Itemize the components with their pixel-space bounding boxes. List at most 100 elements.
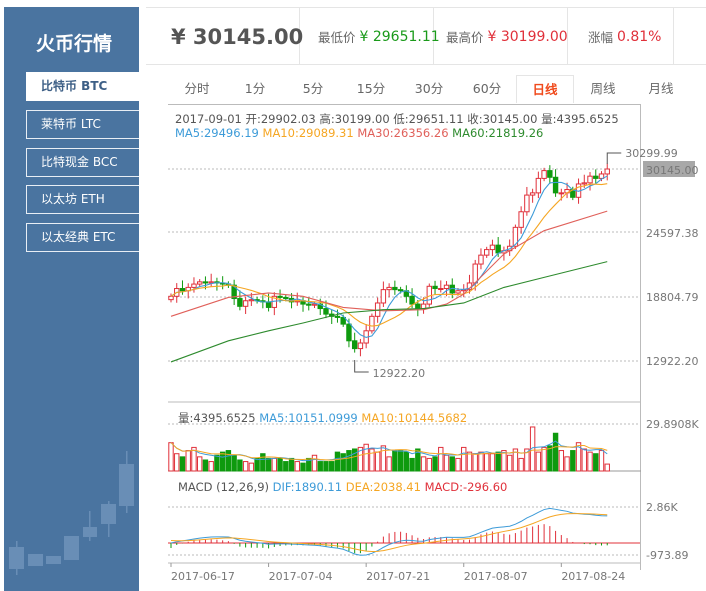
volume-bar (174, 453, 180, 472)
candle-body (518, 211, 524, 228)
volume-bar (552, 432, 559, 472)
volume-bar (455, 457, 461, 472)
candle-body (581, 182, 587, 185)
tab-60min[interactable]: 60分 (472, 81, 502, 96)
low-label: 最低价 (318, 30, 356, 45)
volume-bar (403, 451, 410, 472)
volume-bar (564, 456, 570, 472)
menu-item-btc[interactable]: 比特币 BTC (26, 72, 139, 101)
candle-body (529, 192, 536, 196)
period-tabs: 分时 1分 5分 15分 30分 60分 日线 周线 月线 (168, 75, 690, 103)
volume-bar (392, 450, 398, 472)
volume-bar (501, 450, 507, 472)
volume-bar (374, 451, 381, 472)
candle-body (231, 284, 237, 300)
candle-body (495, 244, 501, 254)
volume-bar (541, 446, 547, 472)
volume-bar (472, 453, 478, 472)
tab-timeshare[interactable]: 分时 (184, 81, 210, 96)
volume-bar (202, 459, 209, 472)
candle-body (306, 303, 312, 306)
volume-bar (380, 445, 387, 472)
macd-value-info: MACD:-296.60 (424, 480, 508, 494)
candle-body (265, 301, 272, 308)
volume-bar (369, 448, 375, 472)
volume-bar (254, 457, 260, 472)
candle-body (346, 323, 352, 342)
menu-item-ltc[interactable]: 莱特币 LTC (26, 110, 139, 139)
candle-body (604, 168, 610, 175)
volume-bar (420, 456, 427, 472)
tab-monthly[interactable]: 月线 (648, 81, 674, 96)
tab-15min[interactable]: 15分 (356, 81, 386, 96)
volume-bar (506, 454, 513, 472)
volume-bar (581, 448, 587, 472)
tab-5min[interactable]: 5分 (302, 81, 324, 96)
x-axis-label: 2017-06-17 (171, 570, 235, 583)
volume-bar (570, 450, 576, 472)
candle-body (168, 295, 174, 301)
candle-body (237, 298, 243, 307)
volume-bar (197, 456, 203, 472)
volume-axis-label: 29.8908K (646, 418, 699, 431)
ma5-line (170, 175, 608, 339)
volume-bar (432, 456, 438, 472)
candle-body (443, 284, 450, 290)
min-price-marker (354, 360, 369, 373)
volume-bar (495, 451, 501, 472)
volume-bar (484, 453, 490, 472)
candle-body (311, 303, 318, 306)
ma60-info: MA60:21819.26 (452, 126, 544, 140)
macd-axis-label: -973.89 (646, 549, 688, 562)
volume-bar (265, 457, 272, 472)
volume-bar (449, 456, 455, 472)
candlestick-decoration-icon (9, 451, 134, 575)
x-axis-label: 2017-08-24 (561, 570, 625, 583)
candle-body (593, 175, 599, 179)
candle-body (598, 173, 605, 179)
candle-body (351, 340, 358, 350)
tab-30min[interactable]: 30分 (414, 81, 444, 96)
volume-bar (323, 461, 329, 472)
candle-body (541, 170, 547, 179)
menu-item-eth[interactable]: 以太坊 ETH (26, 185, 139, 214)
app-title: 火币行情 (36, 33, 113, 55)
candle-body (455, 290, 461, 294)
candle-body (392, 286, 398, 291)
tab-1min[interactable]: 1分 (244, 81, 266, 96)
candle-body (202, 281, 209, 284)
change-label: 涨幅 (588, 30, 614, 45)
menu-item-etc[interactable]: 以太经典 ETC (26, 223, 139, 252)
candle-body (277, 295, 283, 298)
price-axis-label: 12922.20 (646, 355, 699, 368)
candle-body (248, 299, 255, 302)
volume-bar (478, 451, 484, 472)
x-axis-label: 2017-07-04 (269, 570, 333, 583)
candle-body (432, 285, 438, 290)
candle-body (415, 303, 421, 310)
price-axis-label: 18804.79 (646, 291, 699, 304)
volume-bar (277, 457, 283, 472)
volume-bar (415, 448, 421, 472)
menu-item-bcc[interactable]: 比特现金 BCC (26, 148, 139, 177)
kline-chart-area[interactable] (168, 104, 641, 570)
x-axis-label: 2017-07-21 (366, 570, 430, 583)
candle-body (489, 244, 496, 251)
volume-bar (185, 450, 191, 472)
candle-body (512, 226, 519, 247)
tab-weekly[interactable]: 周线 (590, 81, 616, 96)
tab-daily[interactable]: 日线 (516, 75, 574, 103)
candle-body (472, 263, 478, 284)
volume-bar (317, 461, 323, 472)
candle-body (340, 316, 346, 325)
volume-bar (237, 459, 243, 472)
volume-bar (311, 454, 318, 472)
volume-info: 量:4395.6525 (178, 411, 256, 425)
volume-bar (346, 450, 352, 472)
volume-bar (248, 462, 255, 472)
volume-bar (443, 454, 450, 472)
volume-bar (300, 462, 306, 472)
ma10-line (170, 183, 608, 327)
volume-bar (191, 446, 197, 472)
volume-bar (593, 453, 599, 472)
